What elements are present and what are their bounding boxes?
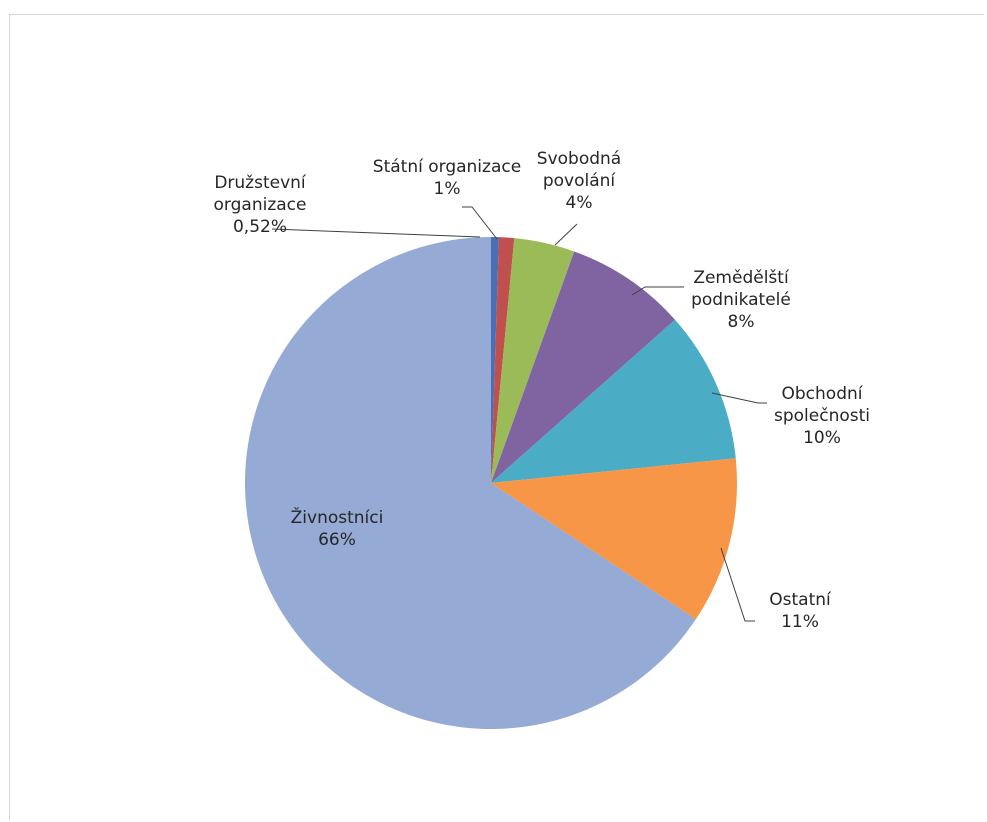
leader-line xyxy=(720,547,755,622)
slice-label-line: 11% xyxy=(781,612,819,632)
slice-label-line: Ostatní xyxy=(769,590,832,610)
slice-label-line: Zemědělští xyxy=(693,268,790,288)
slice-label-line: 10% xyxy=(803,428,841,448)
pie-slice xyxy=(491,251,676,483)
pie-slice xyxy=(491,458,738,620)
chart-area: Družstevní organizace 0,52% Státní organiza… xyxy=(9,14,984,820)
slice-label-line: Živnostníci xyxy=(291,506,384,528)
slice-label-line: organizace xyxy=(214,195,307,215)
slice-data-label: Živnostníci 66% xyxy=(291,506,384,550)
pie-chart: Družstevní organizace 0,52% Státní organiza… xyxy=(214,149,870,729)
pie-slice xyxy=(491,237,515,483)
slice-data-label: Ostatní 11% xyxy=(769,590,832,632)
slice-label-line: 0,52% xyxy=(233,217,287,237)
slices-layer xyxy=(245,236,738,729)
pie-slice xyxy=(491,238,575,483)
slice-label-line: povolání xyxy=(543,171,617,191)
labels-layer: Družstevní organizace 0,52% Státní organiza… xyxy=(214,149,870,632)
leader-line xyxy=(462,206,498,240)
slice-data-label: Zemědělští podnikatelé 8% xyxy=(691,268,791,332)
slice-label-line: Družstevní xyxy=(214,173,307,193)
slice-label-line: 8% xyxy=(728,312,755,332)
leader-line xyxy=(271,228,481,238)
slice-label-line: podnikatelé xyxy=(691,290,791,310)
slice-label-line: Obchodní xyxy=(782,384,864,404)
slice-label-line: 1% xyxy=(434,179,461,199)
slice-data-label: Státní organizace 1% xyxy=(373,157,521,199)
slice-data-label: Obchodní společnosti 10% xyxy=(774,384,870,448)
leader-line xyxy=(631,286,684,296)
slice-label-line: 4% xyxy=(566,193,593,213)
leaders-layer xyxy=(271,206,767,622)
pie-slice xyxy=(491,237,499,483)
slice-label-line: Státní organizace xyxy=(373,157,521,177)
leader-line xyxy=(554,223,578,246)
leader-line xyxy=(711,392,767,404)
pie-slice xyxy=(491,319,736,483)
slice-label-line: Svobodná xyxy=(537,149,621,169)
pie-slice xyxy=(245,236,696,729)
slice-data-label: Družstevní organizace 0,52% xyxy=(214,173,307,237)
slice-data-label: Svobodná povolání 4% xyxy=(537,149,621,213)
slice-label-line: společnosti xyxy=(774,406,870,426)
slice-label-line: 66% xyxy=(318,530,356,550)
